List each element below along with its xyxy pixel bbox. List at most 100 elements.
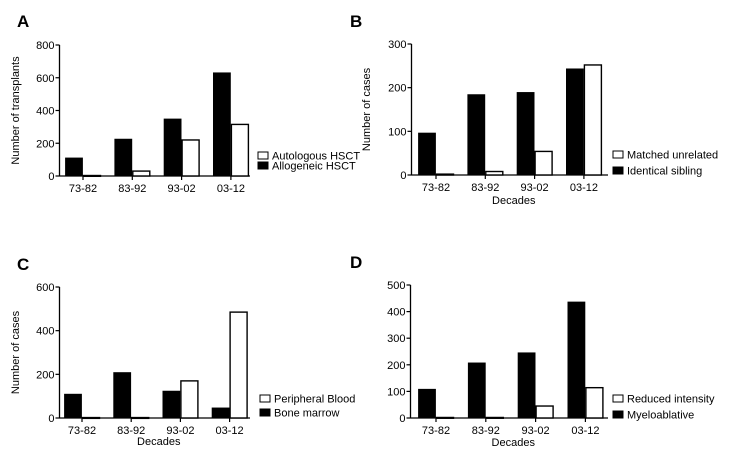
y-axis-title: Number of transplants [10,56,22,165]
legend: Matched unrelated Identical sibling [612,150,718,178]
legend-swatch [259,394,271,403]
bar-peripheral-blood-93-02 [180,380,199,419]
y-tick-label: 200 [36,369,54,381]
legend-swatch [612,166,624,175]
legend: Peripheral Blood Bone marrow [259,394,355,420]
bar-matched-unrelated-93-02 [534,150,553,176]
x-axis-title: Decades [492,437,536,449]
legend-swatch [612,150,624,159]
panel-letter: A [17,12,29,31]
y-tick-label: 0 [48,413,54,425]
x-tick-label: 73-82 [69,183,97,195]
y-tick-label: 100 [387,386,405,398]
legend-label: Identical sibling [627,166,702,178]
bar-matched-unrelated-73-82 [435,173,455,176]
y-axis-title: Number of cases [10,310,22,394]
legend-swatch [259,408,271,417]
y-tick-label: 600 [36,282,54,294]
legend-swatch [612,410,624,419]
x-tick-label: 93-02 [168,183,196,195]
y-tick-label: 400 [387,307,405,319]
bar-peripheral-blood-73-82 [81,416,101,420]
x-tick-label: 03-12 [216,425,244,437]
bar-allogeneic-hsct-83-92 [114,138,133,177]
bar-autologous-hsct-73-82 [82,174,102,178]
bar-matched-unrelated-03-12 [583,64,603,176]
y-tick-label: 200 [387,360,405,372]
legend-swatch [257,161,269,170]
bar-bone-marrow-73-82 [64,393,82,419]
legend-swatch [257,151,269,160]
y-tick-label: 800 [36,40,54,52]
panel-d: D 0 100 200 300 400 500 73-82 83-92 93-02 03-12 Dec… [350,253,715,449]
bar-identical-sibling-73-82 [418,132,436,176]
panel-a: A 0 200 400 600 800 73-82 83-92 93-02 03-12 Number… [10,12,360,195]
x-tick-label: 83-92 [117,425,145,437]
bar-peripheral-blood-03-12 [229,311,248,419]
bar-allogeneic-hsct-93-02 [163,118,182,177]
y-tick-label: 0 [48,171,54,183]
bar-allogeneic-hsct-73-82 [65,157,83,177]
x-axis-title: Decades [137,436,181,448]
legend-label: Allogeneic HSCT [272,161,356,173]
panel-letter: B [350,12,362,31]
bar-bone-marrow-83-92 [113,372,132,419]
bar-myeloablative-93-02 [517,352,536,419]
bar-autologous-hsct-83-92 [132,170,151,177]
legend-label: Peripheral Blood [274,394,355,406]
y-tick-label: 500 [387,280,405,292]
x-axis-title: Decades [492,195,536,207]
legend-label: Matched unrelated [627,150,718,162]
x-tick-label: 03-12 [570,182,598,194]
bar-myeloablative-83-92 [467,362,486,419]
y-tick-label: 300 [387,333,405,345]
y-tick-label: 300 [388,39,406,51]
y-tick-label: 200 [388,83,406,95]
y-tick-label: 100 [388,126,406,138]
x-tick-label: 93-02 [521,182,549,194]
bar-matched-unrelated-83-92 [485,170,504,176]
x-tick-label: 73-82 [422,182,450,194]
x-tick-label: 03-12 [217,183,245,195]
x-tick-label: 93-02 [166,425,194,437]
bar-identical-sibling-03-12 [566,68,584,176]
x-tick-label: 73-82 [68,425,96,437]
x-tick-label: 73-82 [422,425,450,437]
x-tick-label: 03-12 [571,425,599,437]
bar-myeloablative-73-82 [418,388,436,419]
y-tick-label: 0 [399,413,405,425]
y-tick-label: 400 [36,106,54,118]
bar-identical-sibling-93-02 [516,92,535,176]
legend-label: Reduced intensity [627,394,715,406]
legend-swatch [612,394,624,403]
panel-letter: C [17,255,29,274]
panel-b: B 0 100 200 300 73-82 83-92 93-02 03-12 Number of… [350,12,718,207]
y-tick-label: 400 [36,326,54,338]
y-axis-title: Number of cases [361,67,373,151]
bar-peripheral-blood-83-92 [130,416,150,420]
x-tick-label: 83-92 [118,183,146,195]
bar-reduced-intensity-03-12 [585,386,604,419]
legend-label: Myeloablative [627,410,694,422]
y-tick-label: 200 [36,138,54,150]
x-tick-label: 83-92 [472,425,500,437]
bar-reduced-intensity-93-02 [535,405,554,419]
bar-myeloablative-03-12 [567,301,586,419]
bar-bone-marrow-93-02 [162,390,181,419]
bar-reduced-intensity-83-92 [485,416,504,419]
bar-reduced-intensity-73-82 [435,416,455,419]
legend-label: Bone marrow [274,408,339,420]
legend: Reduced intensity Myeloablative [612,394,715,422]
legend-label: Autologous HSCT [272,151,360,163]
x-tick-label: 93-02 [522,425,550,437]
bar-autologous-hsct-03-12 [230,123,250,177]
panel-c: C 0 200 400 600 73-82 83-92 93-02 03-12 Number of… [10,255,355,448]
bar-bone-marrow-03-12 [211,407,230,419]
x-tick-label: 83-92 [471,182,499,194]
panel-letter: D [350,253,362,272]
bar-autologous-hsct-93-02 [181,139,200,177]
bar-allogeneic-hsct-03-12 [212,72,231,177]
bar-identical-sibling-83-92 [467,94,486,176]
